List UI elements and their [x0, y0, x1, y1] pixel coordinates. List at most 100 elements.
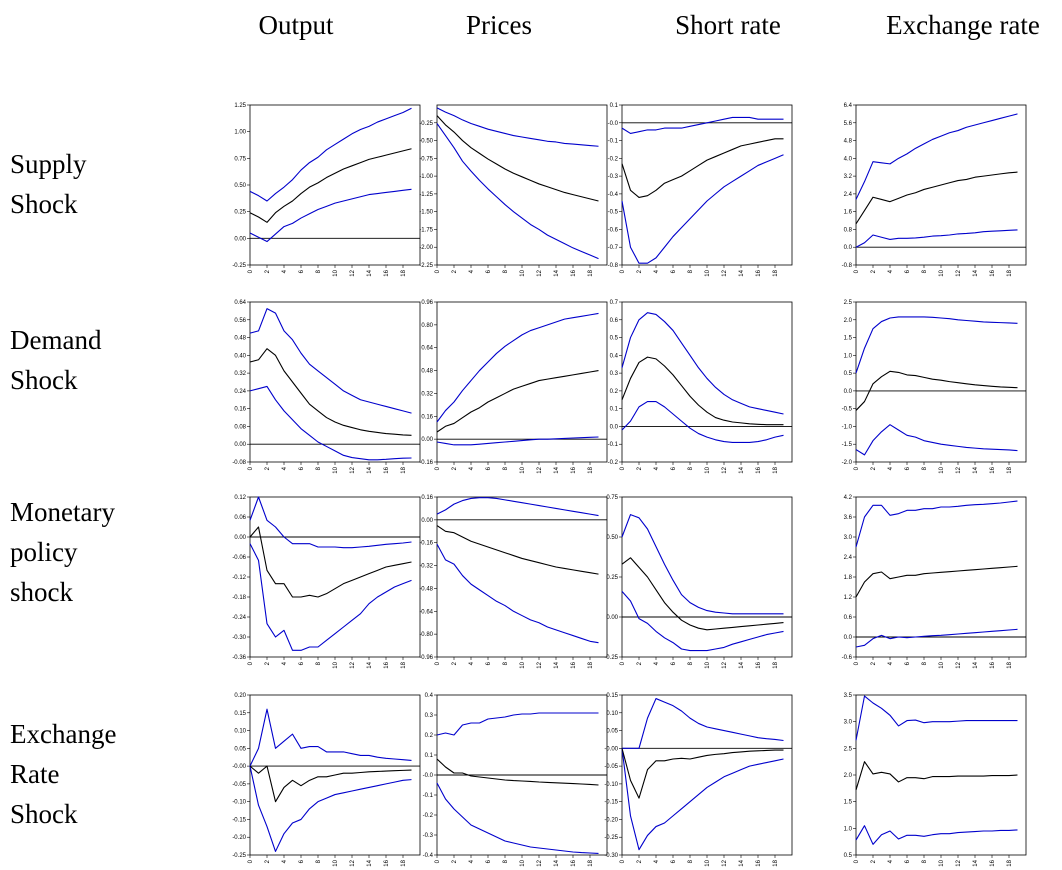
y-tick-label: -0.30 — [604, 853, 618, 859]
x-tick-label: 12 — [956, 466, 962, 473]
x-tick-label: 6 — [486, 466, 492, 470]
lower-band-line — [855, 628, 1018, 648]
y-tick-label: 0.16 — [234, 407, 246, 413]
x-tick-label: 2 — [637, 859, 643, 863]
x-tick-label: 8 — [503, 661, 509, 665]
x-tick-label: 12 — [537, 466, 543, 473]
x-tick-label: 10 — [939, 661, 945, 668]
x-tick-label: 6 — [486, 859, 492, 863]
y-tick-label: -0.0 — [608, 121, 619, 127]
response-line — [621, 557, 784, 631]
y-tick-label: 0.00 — [234, 442, 246, 448]
y-tick-label: 0.2 — [425, 733, 434, 739]
x-tick-label: 10 — [333, 466, 339, 473]
y-tick-label: 5.6 — [844, 121, 853, 127]
lower-band-line — [621, 748, 784, 851]
y-tick-label: 0.40 — [234, 353, 246, 359]
y-tick-label: 0.00 — [421, 437, 433, 443]
x-tick-label: 16 — [756, 859, 762, 866]
y-tick-label: 1.5 — [844, 800, 853, 806]
x-tick-label: 2 — [871, 859, 877, 863]
x-tick-label: 14 — [973, 269, 979, 276]
x-tick-label: 16 — [384, 661, 390, 668]
y-tick-label: 0.3 — [610, 371, 619, 377]
y-tick-label: 0.05 — [234, 746, 246, 752]
y-tick-label: 0.06 — [234, 515, 246, 521]
x-tick-label: 2 — [637, 661, 643, 665]
lower-band-line — [436, 543, 599, 644]
panel-1-3: -2.0 -1.5 -1.0 -0.5 0.0 0.5 1.0 1.5 2.0 2.5 0 2 4 6 8 1… — [842, 300, 1027, 474]
x-tick-label: 2 — [452, 859, 458, 863]
x-tick-label: 18 — [773, 661, 779, 668]
y-tick-label: 0.08 — [234, 424, 246, 430]
y-tick-label: -0.12 — [232, 575, 246, 581]
x-tick-label: 4 — [469, 661, 475, 665]
panel-0-3: -0.8 0.0 0.8 1.6 2.4 3.2 4.0 4.8 5.6 6.4 0 2 4 6 8 10 12… — [842, 103, 1027, 277]
y-tick-label: -0.4 — [608, 192, 619, 198]
y-tick-label: -0.16 — [419, 460, 433, 466]
x-tick-label: 6 — [671, 661, 677, 665]
y-tick-label: -0.20 — [232, 835, 246, 841]
x-tick-label: 2 — [637, 269, 643, 273]
x-tick-label: 12 — [722, 661, 728, 668]
y-tick-label: -1.50 — [419, 210, 433, 216]
response-line — [621, 748, 784, 799]
y-tick-label: 0.00 — [234, 535, 246, 541]
x-tick-label: 10 — [333, 859, 339, 866]
y-tick-label: 0.8 — [844, 227, 853, 233]
y-tick-label: 0.1 — [425, 753, 434, 759]
x-tick-label: 12 — [722, 466, 728, 473]
x-tick-label: 10 — [705, 466, 711, 473]
y-tick-label: 3.5 — [844, 693, 853, 699]
x-tick-label: 18 — [773, 859, 779, 866]
x-tick-label: 8 — [503, 269, 509, 273]
y-tick-label: -0.5 — [842, 407, 853, 413]
y-tick-label: -0.6 — [608, 227, 619, 233]
x-tick-label: 2 — [871, 661, 877, 665]
x-tick-label: 4 — [654, 661, 660, 665]
x-tick-label: 16 — [990, 269, 996, 276]
lower-band-line — [249, 543, 412, 651]
y-tick-label: -0.16 — [419, 541, 433, 547]
x-tick-label: 18 — [401, 269, 407, 276]
y-tick-label: 4.2 — [844, 495, 853, 501]
upper-band-line — [855, 316, 1018, 374]
y-tick-label: -2.0 — [842, 460, 853, 466]
x-tick-label: 6 — [905, 466, 911, 470]
x-tick-label: 16 — [990, 859, 996, 866]
x-tick-label: 4 — [282, 661, 288, 665]
upper-band-line — [621, 116, 784, 134]
lower-band-line — [621, 154, 784, 264]
panel-3-1: -0.4 -0.3 -0.2 -0.1 -0.0 0.1 0.2 0.3 0.4 0 2 4 6 8 10 1… — [423, 693, 608, 867]
y-tick-label: 3.0 — [844, 720, 853, 726]
response-line — [855, 761, 1018, 791]
plot-frame — [621, 301, 793, 463]
x-tick-label: 2 — [452, 466, 458, 470]
y-tick-label: -0.15 — [232, 817, 246, 823]
y-tick-label: -2.00 — [419, 245, 433, 251]
y-tick-label: 6.4 — [844, 103, 853, 109]
panel-3-2: -0.30 -0.25 -0.20 -0.15 -0.10 -0.05 -0.00 0.05 0… — [604, 693, 793, 867]
column-header-short-rate: Short rate — [675, 10, 781, 40]
y-tick-label: 0.6 — [610, 318, 619, 324]
y-tick-label: 0.48 — [421, 369, 433, 375]
y-tick-label: 0.32 — [234, 371, 246, 377]
x-tick-label: 10 — [939, 269, 945, 276]
y-tick-label: 1.0 — [844, 826, 853, 832]
y-tick-label: -0.80 — [419, 632, 433, 638]
y-tick-label: 0.1 — [610, 103, 619, 109]
response-line — [436, 115, 599, 202]
x-tick-label: 14 — [554, 661, 560, 668]
response-line — [249, 765, 412, 803]
x-tick-label: 10 — [520, 661, 526, 668]
column-header-output: Output — [258, 10, 334, 40]
y-tick-label: -0.25 — [419, 121, 433, 127]
panel-0-2: -0.8 -0.7 -0.6 -0.5 -0.4 -0.3 -0.2 -0.1 -0.0 0.1 0… — [608, 103, 793, 277]
y-tick-label: -0.00 — [604, 746, 618, 752]
x-tick-label: 18 — [1007, 269, 1013, 276]
x-tick-label: 14 — [367, 466, 373, 473]
x-tick-label: 14 — [739, 269, 745, 276]
y-tick-label: -0.3 — [608, 174, 619, 180]
x-tick-label: 4 — [469, 859, 475, 863]
x-tick-label: 16 — [571, 269, 577, 276]
